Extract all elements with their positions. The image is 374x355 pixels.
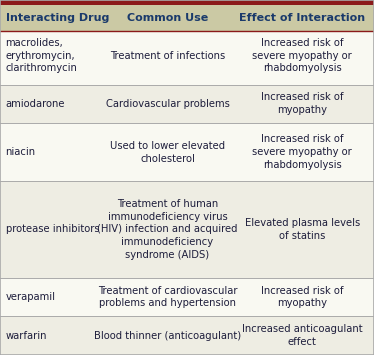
- Text: Increased risk of
myopathy: Increased risk of myopathy: [261, 286, 343, 308]
- Text: Cardiovascular problems: Cardiovascular problems: [105, 99, 230, 109]
- Text: Increased risk of
severe myopathy or
rhabdomyolysis: Increased risk of severe myopathy or rha…: [252, 135, 352, 170]
- Text: warfarin: warfarin: [6, 331, 47, 341]
- Text: Treatment of infections: Treatment of infections: [110, 51, 225, 61]
- Text: Increased risk of
myopathy: Increased risk of myopathy: [261, 93, 343, 115]
- Text: Effect of Interaction: Effect of Interaction: [239, 13, 365, 23]
- Bar: [0, 278, 374, 316]
- Text: Blood thinner (anticoagulant): Blood thinner (anticoagulant): [94, 331, 241, 341]
- Bar: [0, 123, 374, 181]
- Text: Used to lower elevated
cholesterol: Used to lower elevated cholesterol: [110, 141, 225, 164]
- Bar: [0, 181, 374, 278]
- Text: Interacting Drug: Interacting Drug: [6, 13, 109, 23]
- Text: amiodarone: amiodarone: [6, 99, 65, 109]
- Text: Increased anticoagulant
effect: Increased anticoagulant effect: [242, 324, 362, 347]
- Text: Increased risk of
severe myopathy or
rhabdomyolysis: Increased risk of severe myopathy or rha…: [252, 38, 352, 73]
- Text: protease inhibitors: protease inhibitors: [6, 224, 99, 234]
- Text: Treatment of cardiovascular
problems and hypertension: Treatment of cardiovascular problems and…: [98, 286, 237, 308]
- Text: verapamil: verapamil: [6, 292, 56, 302]
- Text: macrolides,
erythromycin,
clarithromycin: macrolides, erythromycin, clarithromycin: [6, 38, 77, 73]
- Bar: [0, 84, 374, 123]
- Text: Treatment of human
immunodeficiency virus
(HIV) infection and acquired
immunodef: Treatment of human immunodeficiency viru…: [97, 199, 238, 260]
- Bar: [0, 5, 374, 31]
- Bar: [0, 27, 374, 84]
- Text: niacin: niacin: [6, 147, 36, 157]
- Text: Common Use: Common Use: [127, 13, 208, 23]
- Bar: [0, 0, 374, 5]
- Bar: [0, 316, 374, 355]
- Text: Elevated plasma levels
of statins: Elevated plasma levels of statins: [245, 218, 360, 241]
